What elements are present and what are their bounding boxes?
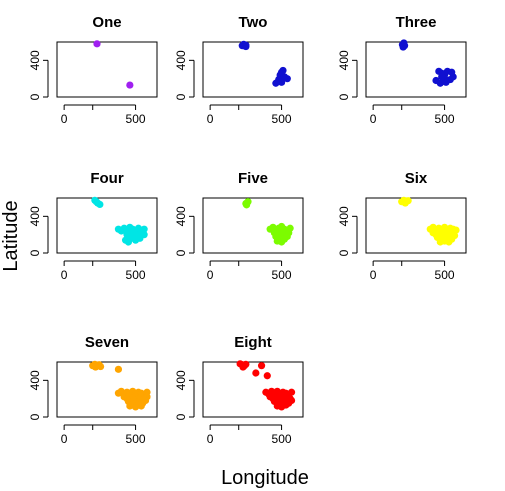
y-tick-label: 0 — [174, 93, 188, 100]
panel-title-eight: Eight — [234, 334, 272, 351]
panel-six: Six 0 400 0 500 — [337, 170, 467, 282]
panel-title-five: Five — [238, 170, 268, 187]
y-tick-label: 400 — [28, 206, 42, 226]
panel-eight: Eight 0 400 0 500 — [174, 334, 304, 446]
y-tick-label: 400 — [337, 206, 351, 226]
x-axis-title: Longitude — [221, 467, 309, 489]
y-tick-label: 0 — [337, 93, 351, 100]
plot-frame — [56, 41, 158, 98]
plot-frame — [202, 41, 304, 98]
y-tick-label: 0 — [337, 249, 351, 256]
y-tick-label: 0 — [28, 249, 42, 256]
point-two — [242, 41, 250, 49]
y-tick-label: 0 — [174, 249, 188, 256]
panel-title-seven: Seven — [85, 334, 129, 351]
y-axis-title: Latitude — [0, 200, 22, 271]
point-six — [401, 199, 409, 207]
panel-two: Two 0 400 0 500 — [174, 14, 304, 126]
point-seven — [141, 396, 150, 405]
x-tick-label: 500 — [435, 268, 455, 282]
panel-title-six: Six — [405, 170, 428, 187]
y-tick-label: 0 — [174, 413, 188, 420]
panel-seven: Seven 0 400 0 500 — [28, 334, 158, 446]
x-tick-label: 500 — [272, 112, 292, 126]
x-tick-label: 0 — [61, 432, 68, 446]
point-seven — [91, 363, 100, 371]
panel-title-four: Four — [90, 170, 123, 187]
point-eight — [252, 369, 260, 377]
plot-frame — [56, 197, 158, 254]
x-tick-label: 500 — [272, 432, 292, 446]
panel-one: One 0 400 0 500 — [28, 14, 158, 126]
point-one — [93, 40, 101, 48]
y-tick-label: 400 — [174, 370, 188, 390]
point-eight — [287, 388, 296, 396]
plot-frame — [365, 41, 467, 98]
x-tick-label: 0 — [370, 112, 377, 126]
point-eight — [263, 372, 271, 380]
point-eight — [287, 396, 296, 405]
x-tick-label: 500 — [126, 268, 146, 282]
x-tick-label: 0 — [61, 112, 68, 126]
x-tick-label: 0 — [207, 432, 214, 446]
point-six — [445, 238, 453, 246]
y-tick-label: 400 — [28, 370, 42, 390]
panels-layer: One 0 400 0 500 Two 0 400 0 500 Three 0 400 0 500 Four 0… — [28, 14, 467, 446]
point-five — [277, 238, 286, 246]
x-tick-label: 0 — [370, 268, 377, 282]
plot-frame — [365, 197, 467, 254]
panel-five: Five 0 400 0 500 — [174, 170, 304, 282]
panel-title-one: One — [92, 14, 121, 31]
point-four — [91, 196, 99, 204]
y-tick-label: 0 — [28, 93, 42, 100]
point-three — [432, 76, 440, 85]
point-three — [438, 73, 446, 81]
x-tick-label: 0 — [207, 112, 214, 126]
x-tick-label: 0 — [207, 268, 214, 282]
x-tick-label: 500 — [126, 112, 146, 126]
plot-frame — [202, 197, 304, 254]
point-eight — [257, 362, 266, 370]
x-tick-label: 500 — [435, 112, 455, 126]
point-eight — [282, 401, 290, 409]
point-six — [450, 231, 459, 240]
point-eight — [239, 363, 247, 371]
x-tick-label: 500 — [126, 432, 146, 446]
point-four — [140, 231, 148, 239]
point-three — [399, 43, 407, 51]
panel-title-three: Three — [396, 14, 437, 31]
x-tick-label: 0 — [61, 268, 68, 282]
plot-frame — [56, 361, 158, 418]
y-tick-label: 400 — [174, 50, 188, 70]
point-three — [446, 75, 454, 84]
panel-four: Four 0 400 0 500 — [28, 170, 158, 282]
point-seven — [137, 402, 145, 410]
y-tick-label: 400 — [337, 50, 351, 70]
point-seven — [114, 365, 123, 373]
point-two — [277, 68, 286, 76]
point-five — [242, 201, 251, 209]
point-one — [126, 81, 134, 89]
y-tick-label: 400 — [174, 206, 188, 226]
panel-three: Three 0 400 0 500 — [337, 14, 467, 126]
point-four — [96, 200, 104, 209]
panel-title-two: Two — [239, 14, 268, 31]
y-tick-label: 0 — [28, 413, 42, 420]
y-tick-label: 400 — [28, 50, 42, 70]
plot-frame — [202, 361, 304, 418]
point-two — [277, 78, 286, 86]
x-tick-label: 500 — [272, 268, 292, 282]
point-two — [272, 79, 280, 87]
point-five — [283, 232, 291, 241]
